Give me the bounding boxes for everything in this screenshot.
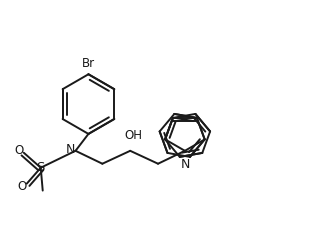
Text: S: S bbox=[36, 161, 45, 174]
Text: N: N bbox=[65, 143, 75, 156]
Text: Br: Br bbox=[82, 57, 95, 70]
Text: O: O bbox=[17, 180, 26, 193]
Text: N: N bbox=[181, 158, 190, 171]
Text: OH: OH bbox=[124, 129, 142, 142]
Text: O: O bbox=[15, 144, 24, 157]
